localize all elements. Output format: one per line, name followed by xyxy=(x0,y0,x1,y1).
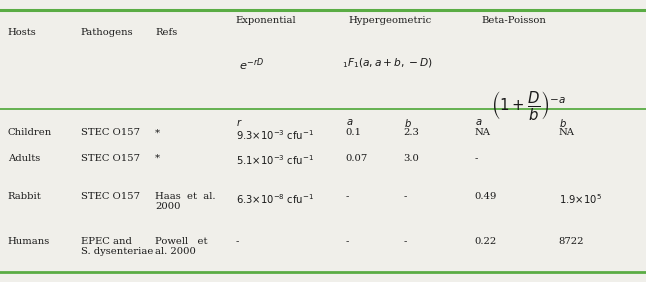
Text: 0.22: 0.22 xyxy=(475,237,497,246)
Text: *: * xyxy=(155,154,160,163)
Text: -: - xyxy=(346,237,349,246)
Text: 2.3: 2.3 xyxy=(404,128,420,137)
Text: Refs: Refs xyxy=(155,28,177,37)
Text: 0.07: 0.07 xyxy=(346,154,368,163)
Text: -: - xyxy=(404,237,407,246)
Text: 8722: 8722 xyxy=(559,237,584,246)
Text: NA: NA xyxy=(475,128,491,137)
Text: $r$: $r$ xyxy=(236,117,242,128)
Text: EPEC and
S. dysenteriae: EPEC and S. dysenteriae xyxy=(81,237,153,256)
Text: $5.1{\times}10^{-3}\ \mathrm{cfu}^{-1}$: $5.1{\times}10^{-3}\ \mathrm{cfu}^{-1}$ xyxy=(236,154,314,168)
Text: $\left(1+\dfrac{D}{b}\right)^{-a}$: $\left(1+\dfrac{D}{b}\right)^{-a}$ xyxy=(491,89,566,122)
Text: Children: Children xyxy=(8,128,52,137)
Text: Rabbit: Rabbit xyxy=(8,192,41,201)
Text: -: - xyxy=(346,192,349,201)
Text: NA: NA xyxy=(559,128,575,137)
Text: Exponential: Exponential xyxy=(236,16,297,25)
Text: Adults: Adults xyxy=(8,154,40,163)
Text: Haas  et  al.
2000: Haas et al. 2000 xyxy=(155,192,216,211)
Text: -: - xyxy=(404,192,407,201)
Text: $b$: $b$ xyxy=(559,117,567,129)
Text: 3.0: 3.0 xyxy=(404,154,420,163)
Text: $1.9{\times}10^{5}$: $1.9{\times}10^{5}$ xyxy=(559,192,601,206)
Text: Hosts: Hosts xyxy=(8,28,37,37)
Text: $a$: $a$ xyxy=(475,117,483,127)
Text: $b$: $b$ xyxy=(404,117,412,129)
Text: Powell   et
al. 2000: Powell et al. 2000 xyxy=(155,237,207,256)
Text: Hypergeometric: Hypergeometric xyxy=(349,16,432,25)
Text: Pathogens: Pathogens xyxy=(81,28,133,37)
Text: Humans: Humans xyxy=(8,237,50,246)
Text: Beta-Poisson: Beta-Poisson xyxy=(481,16,546,25)
Text: $a$: $a$ xyxy=(346,117,353,127)
Text: -: - xyxy=(475,154,478,163)
Text: STEC O157: STEC O157 xyxy=(81,154,140,163)
Text: 0.1: 0.1 xyxy=(346,128,362,137)
Text: $9.3{\times}10^{-3}\ \mathrm{cfu}^{-1}$: $9.3{\times}10^{-3}\ \mathrm{cfu}^{-1}$ xyxy=(236,128,314,142)
Text: $_{1}F_{1}(a,a+b,-D)$: $_{1}F_{1}(a,a+b,-D)$ xyxy=(342,56,433,70)
Text: 0.49: 0.49 xyxy=(475,192,497,201)
Text: *: * xyxy=(155,128,160,137)
Text: $6.3{\times}10^{-8}\ \mathrm{cfu}^{-1}$: $6.3{\times}10^{-8}\ \mathrm{cfu}^{-1}$ xyxy=(236,192,314,206)
Text: $e^{-rD}$: $e^{-rD}$ xyxy=(239,56,264,73)
Text: -: - xyxy=(236,237,239,246)
Text: STEC O157: STEC O157 xyxy=(81,128,140,137)
Text: STEC O157: STEC O157 xyxy=(81,192,140,201)
